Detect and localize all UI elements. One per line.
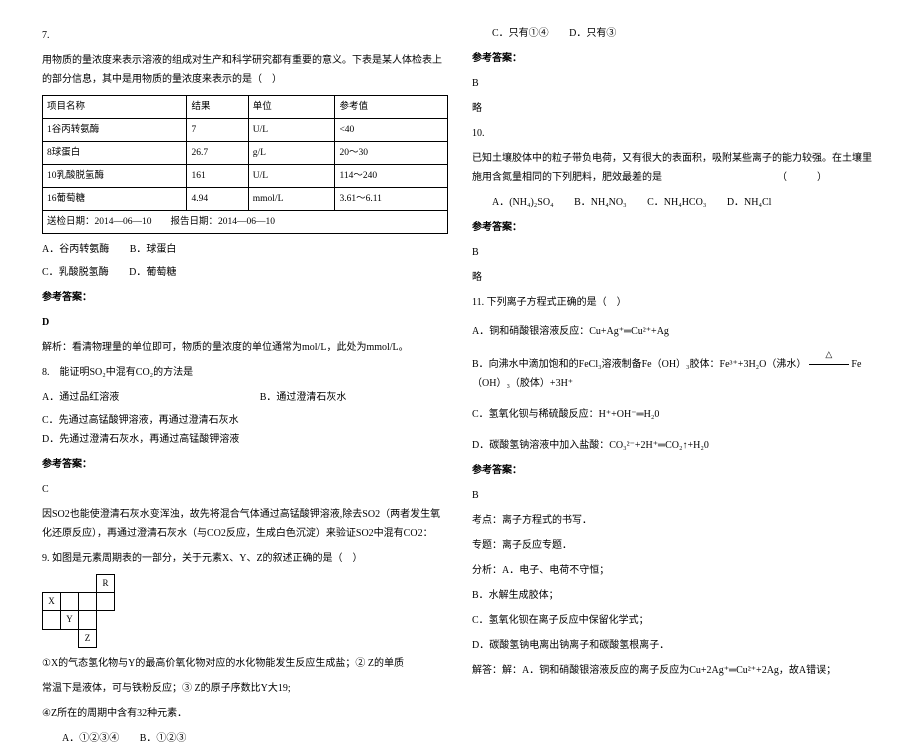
c: 20～30 (335, 142, 448, 165)
q8-b: B．通过澄清石灰水 (260, 388, 347, 407)
q7-table: 项目名称 结果 单位 参考值 1谷丙转氨酶 7 U/L <40 8球蛋白 26.… (42, 95, 448, 234)
q8-ref: 参考答案： (42, 455, 448, 474)
q9-s3: ④Z所在的周期中含有32种元素． (42, 704, 448, 723)
q9-c: C．只有①④ (492, 24, 549, 43)
q8-d: D．先通过澄清石灰水，再通过高锰酸钾溶液 (42, 430, 239, 449)
q10-ans: B (472, 243, 878, 262)
q7-text: 用物质的量浓度来表示溶液的组成对生产和科学研究都有重要的意义。下表是某人体检表上… (42, 51, 448, 89)
c: 16葡萄糖 (43, 188, 187, 211)
q11-jd: 解答：解：A．铜和硝酸银溶液反应的离子反应为Cu+2Ag⁺═Cu²⁺+2Ag，故… (472, 661, 878, 680)
left-column: 7. 用物质的量浓度来表示溶液的组成对生产和科学研究都有重要的意义。下表是某人体… (30, 20, 460, 631)
q10-ref: 参考答案： (472, 218, 878, 237)
triangle-icon: △ (825, 346, 832, 363)
q8-c: C．先通过高锰酸钾溶液，再通过澄清石灰水 (42, 411, 239, 430)
q9-d: D．只有③ (569, 24, 616, 43)
q9-lue: 略 (472, 99, 878, 118)
q11-ref: 参考答案： (472, 461, 878, 480)
q7-number: 7. (42, 26, 448, 45)
q8-ans: C (42, 480, 448, 499)
q9-s1: ①X的气态氢化物与Y的最高价氧化物对应的水化物能发生反应生成盐；② Z的单质 (42, 654, 448, 673)
q10-a: A．(NH₄)₂SO₄ (492, 193, 554, 212)
q9-s2: 常温下是液体，可与铁粉反应；③ Z的原子序数比Y大19; (42, 679, 448, 698)
q11-zt: 专题：离子反应专题． (472, 536, 878, 555)
q10-text: 已知土壤胶体中的粒子带负电荷，又有很大的表面积，吸附某些离子的能力较强。在土壤里… (472, 149, 878, 187)
heat-arrow: △ (809, 355, 849, 374)
q11-ans: B (472, 486, 878, 505)
q11-d: D．碳酸氢钠溶液中加入盐酸：CO₃²⁻+2H⁺═CO₂↑+H₂0 (472, 436, 878, 455)
c: g/L (248, 142, 335, 165)
q10-c: C．NH₄HCO₃ (647, 193, 706, 212)
q7-opts-2: C．乳酸脱氢酶 D．葡萄糖 (42, 263, 448, 282)
q7-b: B．球蛋白 (130, 240, 177, 259)
q7-ref: 参考答案： (42, 288, 448, 307)
q9-ans: B (472, 74, 878, 93)
c: 161 (187, 165, 248, 188)
q7-explain: 解析：看清物理量的单位即可，物质的量浓度的单位通常为mol/L，此处为mmol/… (42, 338, 448, 357)
cell (43, 611, 61, 629)
c: U/L (248, 119, 335, 142)
cell (61, 593, 79, 611)
q10-b: B．NH₄NO₃ (574, 193, 627, 212)
q7-opts-1: A．谷丙转氨酶 B．球蛋白 (42, 240, 448, 259)
q7-d: D．葡萄糖 (129, 263, 176, 282)
q9-a: A．①②③④ (62, 729, 119, 748)
q11-c: C．氢氧化钡与稀硫酸反应：H⁺+OH⁻═H₂0 (472, 405, 878, 424)
cell-z: Z (79, 629, 97, 647)
q11-b-wrap: B．向沸水中滴加饱和的FeCl₃溶液制备Fe（OH）₃胶体：Fe³⁺+3H₂O（… (472, 355, 878, 393)
q11-fx: 分析：A．电子、电荷不守恒； (472, 561, 878, 580)
th-3: 单位 (248, 96, 335, 119)
c: 3.61～6.11 (335, 188, 448, 211)
c: 114～240 (335, 165, 448, 188)
q9-text: 9. 如图是元素周期表的一部分，关于元素X、Y、Z的叙述正确的是（ ） (42, 549, 448, 568)
c: 7 (187, 119, 248, 142)
periodic-table-fragment: R X Y Z (42, 574, 115, 647)
q8-explain: 因SO2也能使澄清石灰水变浑浊，故先将混合气体通过高锰酸钾溶液,除去SO2（两者… (42, 505, 448, 543)
q8-row2: C．先通过高锰酸钾溶液，再通过澄清石灰水 D．先通过澄清石灰水，再通过高锰酸钾溶… (42, 411, 448, 449)
q11-text: 11. 下列离子方程式正确的是（ ） (472, 293, 878, 312)
q11-a: A．铜和硝酸银溶液反应：Cu+Ag⁺═Cu²⁺+Ag (472, 322, 878, 341)
q9-b: B．①②③ (140, 729, 187, 748)
q11-fxb: B．水解生成胶体； (472, 586, 878, 605)
q10-d: D．NH₄Cl (727, 193, 772, 212)
cell-r: R (97, 575, 115, 593)
c: 26.7 (187, 142, 248, 165)
c: 1谷丙转氨酶 (43, 119, 187, 142)
q7-c: C．乳酸脱氢酶 (42, 263, 109, 282)
c: <40 (335, 119, 448, 142)
q9-ref: 参考答案： (472, 49, 878, 68)
c: 8球蛋白 (43, 142, 187, 165)
q8-a: A．通过品红溶液 (42, 388, 119, 407)
cell-y: Y (61, 611, 79, 629)
q9-opts: A．①②③④ B．①②③ (42, 729, 448, 748)
cell-x: X (43, 593, 61, 611)
cell (79, 611, 97, 629)
q8-row1: A．通过品红溶液 B．通过澄清石灰水 (42, 388, 448, 407)
q9-opts-cd: C．只有①④ D．只有③ (472, 24, 878, 43)
q7-a: A．谷丙转氨酶 (42, 240, 109, 259)
q10-num: 10. (472, 124, 878, 143)
c: U/L (248, 165, 335, 188)
q11-b1: B．向沸水中滴加饱和的FeCl₃溶液制备Fe（OH）₃胶体：Fe³⁺+3H₂O（… (472, 359, 806, 370)
th-1: 项目名称 (43, 96, 187, 119)
c: 4.94 (187, 188, 248, 211)
c: 10乳酸脱氢酶 (43, 165, 187, 188)
cell (97, 593, 115, 611)
th-4: 参考值 (335, 96, 448, 119)
q7-ans: D (42, 313, 448, 332)
q10-lue: 略 (472, 268, 878, 287)
table-footer: 送检日期：2014—06—10 报告日期：2014—06—10 (43, 211, 448, 234)
right-column: C．只有①④ D．只有③ 参考答案： B 略 10. 已知土壤胶体中的粒子带负电… (460, 20, 890, 631)
q8-text: 8. 能证明SO₂中混有CO₂的方法是 (42, 363, 448, 382)
q11-kd: 考点：离子方程式的书写． (472, 511, 878, 530)
c: mmol/L (248, 188, 335, 211)
th-2: 结果 (187, 96, 248, 119)
q11-fxc: C．氢氧化钡在离子反应中保留化学式； (472, 611, 878, 630)
q11-fxd: D．碳酸氢钠电离出钠离子和碳酸氢根离子． (472, 636, 878, 655)
q10-opts: A．(NH₄)₂SO₄ B．NH₄NO₃ C．NH₄HCO₃ D．NH₄Cl (472, 193, 878, 212)
cell (79, 593, 97, 611)
